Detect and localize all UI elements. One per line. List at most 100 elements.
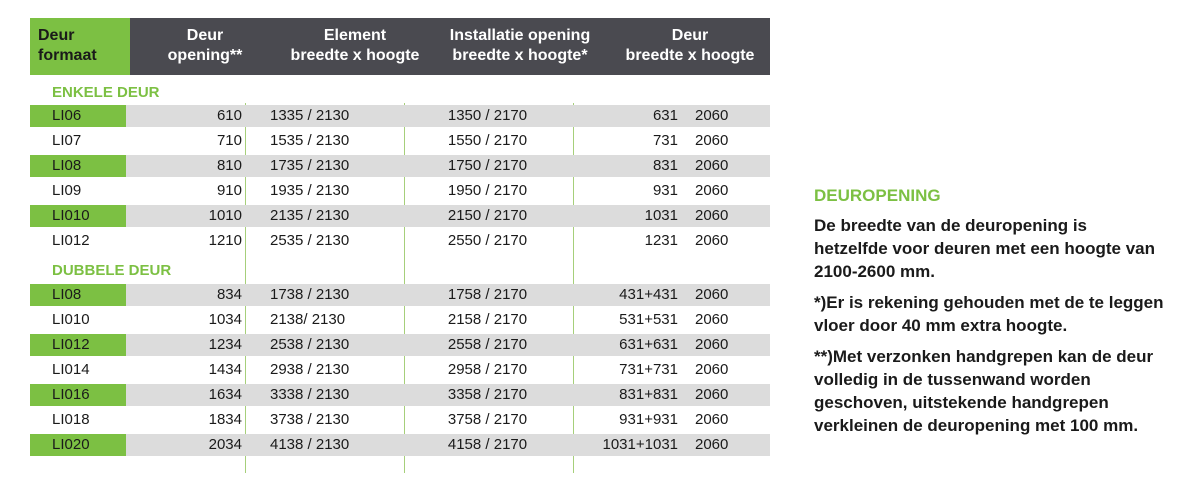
cell-install-opening: 1750 / 2170 bbox=[447, 157, 528, 174]
table-row: LI08 810 1735 / 2130 1750 / 2170 831 2060 bbox=[30, 155, 770, 177]
cell-install-opening: 1350 / 2170 bbox=[447, 107, 528, 124]
cell-door-format: LI010 bbox=[52, 311, 90, 328]
cell-element: 1735 / 2130 bbox=[270, 157, 350, 174]
cell-door-height: 2060 bbox=[695, 361, 729, 378]
cell-install-opening: 1950 / 2170 bbox=[447, 182, 528, 199]
note-floor: *)Er is rekening gehouden met de te legg… bbox=[814, 293, 1164, 335]
cell-install-opening: 4158 / 2170 bbox=[447, 436, 528, 453]
header-door-format-line2: formaat bbox=[38, 47, 97, 64]
cell-install-opening: 3358 / 2170 bbox=[447, 386, 528, 403]
cell-element: 2138/ 2130 bbox=[270, 311, 346, 328]
cell-install-opening: 2158 / 2170 bbox=[447, 311, 528, 328]
header-door-format: Deur formaat bbox=[30, 18, 130, 75]
cell-door-opening: 910 bbox=[216, 182, 242, 199]
cell-element: 2535 / 2130 bbox=[270, 232, 350, 249]
table-row: LI010 1010 2135 / 2130 2150 / 2170 1031 2060 bbox=[30, 205, 770, 227]
cell-element: 2938 / 2130 bbox=[270, 361, 350, 378]
table-row: LI08 834 1738 / 2130 1758 / 2170 431+431 2060 bbox=[30, 284, 770, 306]
header-door-size-line2: breedte x hoogte bbox=[625, 47, 755, 64]
cell-door-opening: 1010 bbox=[208, 207, 242, 224]
cell-door-opening: 1434 bbox=[208, 361, 242, 378]
cell-door-opening: 710 bbox=[216, 132, 242, 149]
table-row: LI016 1634 3338 / 2130 3358 / 2170 831+831 20… bbox=[30, 384, 770, 406]
row-shade bbox=[30, 284, 770, 306]
header-door-size-line1: Deur bbox=[671, 27, 709, 44]
row-shade bbox=[30, 384, 770, 406]
cell-element: 2538 / 2130 bbox=[270, 336, 350, 353]
cell-door-format: LI07 bbox=[52, 132, 82, 149]
cell-install-opening: 1758 / 2170 bbox=[447, 286, 528, 303]
cell-door-width: 531+531 bbox=[619, 311, 678, 328]
cell-door-width: 631+631 bbox=[619, 336, 678, 353]
header-door-opening: Deur opening** bbox=[140, 26, 270, 66]
cell-door-width: 731 bbox=[652, 132, 678, 149]
notes-title: DEUROPENING bbox=[814, 186, 941, 205]
cell-door-opening: 1034 bbox=[208, 311, 242, 328]
cell-install-opening: 2550 / 2170 bbox=[447, 232, 528, 249]
table-row: LI07 710 1535 / 2130 1550 / 2170 731 2060 bbox=[30, 130, 770, 152]
cell-door-height: 2060 bbox=[695, 386, 729, 403]
cell-door-height: 2060 bbox=[695, 411, 729, 428]
row-shade bbox=[30, 105, 770, 127]
header-dark-band: Deur opening** Element breedte x hoogte … bbox=[130, 18, 770, 75]
cell-door-opening: 834 bbox=[216, 286, 242, 303]
cell-door-height: 2060 bbox=[695, 157, 729, 174]
section-single-door: ENKELE DEUR bbox=[52, 84, 160, 101]
cell-door-width: 1031+1031 bbox=[602, 436, 679, 453]
header-door-opening-line2: opening** bbox=[167, 47, 243, 64]
cell-door-width: 431+431 bbox=[619, 286, 678, 303]
cell-door-width: 831 bbox=[652, 157, 678, 174]
note-handles: **)Met verzonken handgrepen kan de deur … bbox=[814, 347, 1154, 435]
cell-element: 3338 / 2130 bbox=[270, 386, 350, 403]
header-element-line1: Element bbox=[323, 27, 387, 44]
cell-door-opening: 610 bbox=[216, 107, 242, 124]
cell-door-height: 2060 bbox=[695, 286, 729, 303]
header-element: Element breedte x hoogte bbox=[270, 26, 440, 66]
cell-door-height: 2060 bbox=[695, 436, 729, 453]
table-row: LI020 2034 4138 / 2130 4158 / 2170 1031+1031… bbox=[30, 434, 770, 456]
cell-door-width: 931 bbox=[652, 182, 678, 199]
cell-door-format: LI09 bbox=[52, 182, 82, 199]
header-element-line2: breedte x hoogte bbox=[290, 47, 420, 64]
cell-door-opening: 1234 bbox=[208, 336, 242, 353]
cell-install-opening: 1550 / 2170 bbox=[447, 132, 528, 149]
cell-install-opening: 2150 / 2170 bbox=[447, 207, 528, 224]
table-row: LI018 1834 3738 / 2130 3758 / 2170 931+931 20… bbox=[30, 409, 770, 431]
header-door-size: Deur breedte x hoogte bbox=[610, 26, 770, 66]
cell-install-opening: 2558 / 2170 bbox=[447, 336, 528, 353]
cell-door-format: LI020 bbox=[30, 434, 126, 456]
cell-element: 1738 / 2130 bbox=[270, 286, 350, 303]
table-row: LI09 910 1935 / 2130 1950 / 2170 931 2060 bbox=[30, 180, 770, 202]
cell-door-format: LI010 bbox=[30, 205, 126, 227]
cell-door-opening: 2034 bbox=[208, 436, 242, 453]
table-row: LI014 1434 2938 / 2130 2958 / 2170 731+731 20… bbox=[30, 359, 770, 381]
cell-element: 1535 / 2130 bbox=[270, 132, 350, 149]
cell-element: 3738 / 2130 bbox=[270, 411, 350, 428]
row-shade bbox=[30, 334, 770, 356]
cell-element: 4138 / 2130 bbox=[270, 436, 350, 453]
cell-door-width: 931+931 bbox=[619, 411, 678, 428]
header-door-format-line1: Deur bbox=[38, 27, 75, 44]
section-double-door: DUBBELE DEUR bbox=[52, 262, 172, 279]
cell-door-opening: 1210 bbox=[208, 232, 242, 249]
table-row: LI010 1034 2138/ 2130 2158 / 2170 531+531 206… bbox=[30, 309, 770, 331]
cell-door-format: LI012 bbox=[30, 334, 126, 356]
cell-door-format: LI014 bbox=[52, 361, 90, 378]
cell-door-format: LI06 bbox=[30, 105, 126, 127]
table-header: Deur formaat Deur opening** Element bree… bbox=[30, 18, 770, 75]
row-shade bbox=[30, 434, 770, 456]
cell-element: 1335 / 2130 bbox=[270, 107, 350, 124]
header-door-opening-line1: Deur bbox=[186, 27, 224, 44]
cell-door-opening: 1834 bbox=[208, 411, 242, 428]
cell-door-format: LI08 bbox=[30, 284, 126, 306]
cell-door-width: 731+731 bbox=[619, 361, 678, 378]
cell-door-format: LI012 bbox=[52, 232, 90, 249]
cell-install-opening: 3758 / 2170 bbox=[447, 411, 528, 428]
cell-door-height: 2060 bbox=[695, 132, 729, 149]
cell-install-opening: 2958 / 2170 bbox=[447, 361, 528, 378]
door-size-table: Deur formaat Deur opening** Element bree… bbox=[30, 18, 770, 473]
cell-door-width: 831+831 bbox=[619, 386, 678, 403]
cell-door-format: LI016 bbox=[30, 384, 126, 406]
table-row: LI012 1210 2535 / 2130 2550 / 2170 1231 2060 bbox=[30, 230, 770, 252]
cell-door-height: 2060 bbox=[695, 336, 729, 353]
